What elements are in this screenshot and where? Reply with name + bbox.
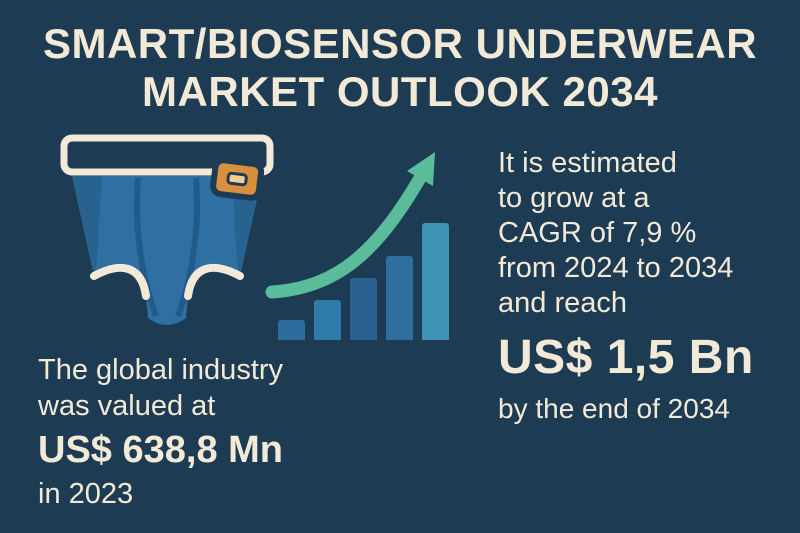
growth-stat-line: and reach xyxy=(498,287,627,319)
value-2023-period: in 2023 xyxy=(38,477,134,510)
seam-left xyxy=(133,177,159,318)
chart-bar-1 xyxy=(278,320,305,340)
valuation-line: The global industry xyxy=(38,354,284,386)
page-title-line2: MARKET OUTLOOK 2034 xyxy=(142,67,658,115)
page-title: SMART/BIOSENSOR UNDERWEAR MARKET OUTLOOK… xyxy=(0,20,800,116)
growth-chart xyxy=(265,150,472,340)
sensor-chip-icon xyxy=(210,157,265,201)
growth-stat-line: from 2024 to 2034 xyxy=(498,252,734,284)
seam-right xyxy=(175,177,201,318)
growth-stat-line: It is estimated xyxy=(498,147,677,179)
chart-bar-3 xyxy=(350,278,377,340)
value-2034: US$ 1,5 Bn xyxy=(498,331,754,384)
value-2023: US$ 638,8 Mn xyxy=(38,429,283,471)
leg-trim-left xyxy=(90,263,150,300)
growth-stat-block: It is estimated to grow at a CAGR of 7,9… xyxy=(498,146,778,426)
underwear-shade-right xyxy=(232,176,262,276)
leg-trim-right xyxy=(184,263,244,300)
valuation-stat-block: The global industry was valued at US$ 63… xyxy=(38,352,283,512)
bar-chart xyxy=(278,150,449,340)
growth-stat-line: CAGR of 7,9 % xyxy=(498,217,697,249)
chart-bar-2 xyxy=(314,300,341,340)
chart-bar-5 xyxy=(422,223,449,340)
growth-stat-line: to grow at a xyxy=(498,182,650,214)
underwear-icon xyxy=(60,134,274,325)
underwear-body xyxy=(72,176,262,325)
valuation-line: was valued at xyxy=(38,390,216,422)
value-2034-period: by the end of 2034 xyxy=(498,393,730,425)
underwear-shade-left xyxy=(72,176,102,276)
chart-bar-4 xyxy=(386,256,413,340)
page-title-line1: SMART/BIOSENSOR UNDERWEAR xyxy=(42,20,758,67)
